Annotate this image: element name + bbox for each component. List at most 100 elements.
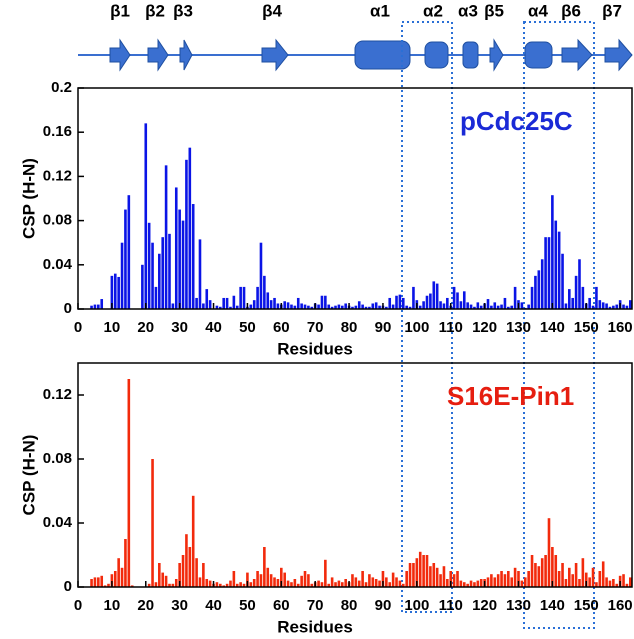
x-tick-label: 20 bbox=[137, 597, 154, 614]
bar bbox=[286, 302, 290, 309]
bar bbox=[269, 300, 273, 309]
bar bbox=[557, 571, 561, 587]
bar bbox=[93, 304, 97, 309]
bar bbox=[612, 579, 615, 587]
bar bbox=[364, 582, 368, 587]
bar bbox=[144, 123, 148, 309]
bar bbox=[523, 577, 527, 587]
bar bbox=[178, 209, 181, 309]
bar bbox=[229, 306, 232, 309]
bar bbox=[283, 301, 286, 309]
bar bbox=[584, 572, 588, 587]
bar bbox=[147, 222, 151, 309]
bar bbox=[100, 575, 104, 587]
bar bbox=[408, 306, 412, 309]
bar bbox=[151, 242, 154, 309]
bar bbox=[615, 304, 619, 309]
y-tick-label: 0 bbox=[64, 578, 72, 595]
bar bbox=[601, 561, 605, 587]
bar bbox=[547, 518, 551, 587]
bar bbox=[385, 306, 388, 309]
bar bbox=[534, 275, 537, 309]
x-tick-label: 90 bbox=[375, 319, 392, 336]
bar bbox=[219, 583, 222, 587]
bar bbox=[307, 574, 310, 587]
bar bbox=[235, 583, 239, 587]
bar bbox=[500, 304, 503, 309]
y-tick-label: 0.08 bbox=[43, 450, 72, 467]
y-tick-label: 0 bbox=[64, 300, 72, 317]
bar bbox=[252, 300, 256, 309]
bar bbox=[503, 297, 507, 309]
bar bbox=[490, 305, 493, 309]
bar bbox=[280, 567, 283, 587]
bar bbox=[215, 582, 219, 587]
bar bbox=[205, 289, 209, 309]
bar bbox=[93, 577, 97, 587]
bar bbox=[368, 574, 371, 587]
bar bbox=[188, 147, 192, 309]
bar bbox=[591, 567, 595, 587]
bar bbox=[425, 555, 429, 587]
bar bbox=[446, 579, 449, 587]
bar bbox=[493, 302, 497, 309]
bar bbox=[185, 159, 188, 309]
bar bbox=[90, 579, 93, 587]
bar bbox=[412, 286, 415, 309]
bar bbox=[198, 239, 202, 309]
bar bbox=[266, 567, 270, 587]
bar bbox=[215, 305, 219, 309]
bar bbox=[456, 571, 459, 587]
bar bbox=[97, 304, 100, 309]
bar bbox=[469, 580, 473, 587]
bar bbox=[249, 304, 253, 309]
bar bbox=[540, 558, 544, 587]
bar bbox=[225, 297, 229, 309]
bar bbox=[273, 297, 276, 309]
bar bbox=[449, 571, 453, 587]
bar bbox=[276, 579, 280, 587]
bar bbox=[107, 583, 110, 587]
bar bbox=[195, 297, 198, 309]
bar bbox=[161, 572, 165, 587]
x-tick-label: 50 bbox=[239, 597, 256, 614]
bar bbox=[412, 563, 415, 587]
x-tick-label: 70 bbox=[307, 319, 324, 336]
bar bbox=[354, 305, 358, 309]
bar bbox=[398, 294, 402, 309]
x-tick-label: 90 bbox=[375, 597, 392, 614]
bar bbox=[591, 305, 595, 309]
structure-label: α1 bbox=[370, 1, 390, 20]
bar bbox=[493, 577, 497, 587]
bar bbox=[357, 580, 361, 587]
structure-label: β7 bbox=[602, 1, 622, 20]
bar bbox=[296, 297, 300, 309]
annotation: S16E-Pin1 bbox=[447, 381, 574, 411]
bar bbox=[290, 582, 293, 587]
bar bbox=[340, 582, 344, 587]
bar bbox=[202, 303, 205, 309]
bar bbox=[574, 275, 578, 309]
bar bbox=[351, 574, 354, 587]
bar bbox=[127, 379, 131, 587]
structure-label: α2 bbox=[423, 1, 443, 20]
bar bbox=[229, 580, 232, 587]
secondary-structure bbox=[78, 38, 633, 72]
bar bbox=[622, 574, 625, 587]
bar bbox=[232, 571, 236, 587]
helix bbox=[462, 41, 479, 69]
y-tick-label: 0.12 bbox=[43, 386, 72, 403]
strand bbox=[261, 38, 289, 72]
bar bbox=[462, 582, 466, 587]
bar bbox=[164, 575, 168, 587]
bar bbox=[317, 304, 320, 309]
bar bbox=[113, 273, 117, 309]
bar bbox=[435, 283, 439, 309]
bar bbox=[191, 204, 195, 309]
y-tick-label: 0.08 bbox=[43, 212, 72, 229]
bar bbox=[439, 574, 442, 587]
bar bbox=[208, 300, 212, 309]
strand bbox=[561, 38, 593, 72]
bar bbox=[456, 292, 459, 309]
